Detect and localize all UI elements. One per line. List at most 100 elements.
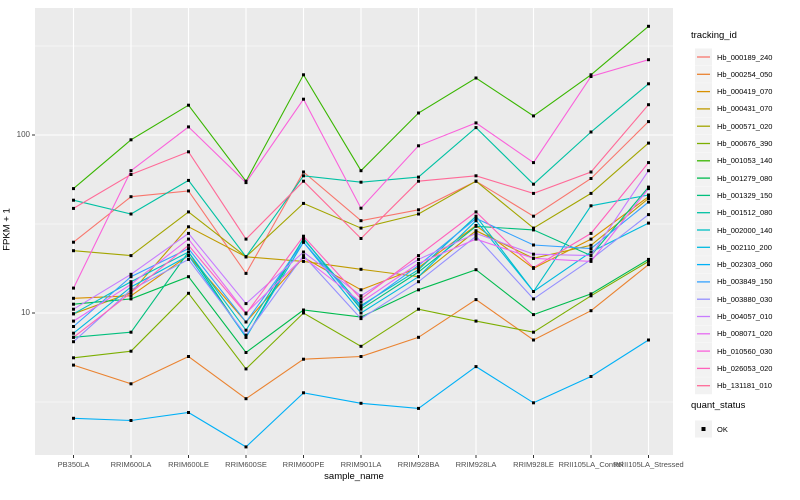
data-point	[589, 247, 593, 251]
data-point	[532, 243, 535, 247]
data-point	[72, 249, 75, 253]
data-point	[187, 125, 190, 129]
data-point	[359, 315, 363, 319]
data-point	[129, 285, 133, 289]
data-point	[532, 114, 535, 118]
data-point	[72, 363, 75, 367]
data-point	[302, 240, 305, 244]
data-point	[129, 297, 133, 301]
data-point	[244, 328, 248, 332]
data-point	[417, 261, 420, 265]
data-point	[417, 266, 420, 270]
data-point	[129, 254, 133, 258]
data-point	[72, 335, 75, 339]
data-point	[589, 231, 593, 235]
data-point	[532, 214, 535, 218]
data-point	[417, 212, 420, 216]
data-point	[302, 174, 305, 178]
data-point	[129, 349, 133, 353]
data-point	[244, 312, 248, 316]
data-point	[359, 307, 363, 311]
data-point	[532, 161, 535, 165]
data-point	[589, 243, 593, 247]
data-point	[129, 419, 133, 422]
data-point	[129, 195, 133, 199]
data-point	[129, 212, 133, 216]
data-point	[474, 216, 478, 220]
data-point	[647, 187, 650, 191]
data-point	[359, 219, 363, 223]
data-point	[589, 254, 593, 258]
data-point	[302, 259, 305, 263]
data-point	[417, 254, 420, 258]
data-point	[589, 375, 593, 378]
data-point	[244, 335, 248, 339]
data-point	[72, 325, 75, 328]
data-point	[589, 259, 593, 263]
data-point	[417, 175, 420, 179]
data-point	[302, 254, 305, 258]
data-point	[417, 270, 420, 274]
data-point	[589, 257, 593, 261]
data-point	[417, 263, 420, 267]
data-point	[474, 234, 478, 238]
data-point	[647, 259, 650, 263]
data-point	[532, 290, 535, 293]
data-point	[129, 275, 133, 279]
data-point	[417, 179, 420, 183]
data-point	[129, 282, 133, 286]
data-point	[532, 191, 535, 195]
data-point	[187, 237, 190, 241]
data-point	[474, 121, 478, 125]
data-point	[532, 228, 535, 232]
data-point	[589, 292, 593, 296]
data-point	[589, 191, 593, 195]
data-point	[417, 111, 420, 115]
data-point	[187, 178, 190, 182]
data-point	[474, 126, 478, 130]
data-point	[359, 317, 363, 321]
data-point	[647, 197, 650, 200]
data-point	[302, 237, 305, 241]
data-point	[244, 445, 248, 449]
data-point	[647, 338, 650, 342]
data-point	[187, 257, 190, 261]
data-point	[187, 250, 190, 254]
data-point	[647, 200, 650, 204]
data-point	[302, 73, 305, 77]
data-point	[647, 257, 650, 261]
data-point	[359, 267, 363, 271]
data-point	[187, 291, 190, 295]
data-point	[359, 297, 363, 301]
data-point	[417, 268, 420, 272]
data-point	[72, 340, 75, 344]
data-point	[244, 237, 248, 241]
data-point	[359, 355, 363, 358]
data-point	[129, 169, 133, 173]
data-point	[244, 302, 248, 306]
data-point	[72, 286, 75, 290]
data-point	[187, 254, 190, 258]
data-point	[244, 333, 248, 337]
data-point	[532, 256, 535, 260]
data-point	[187, 411, 190, 414]
data-point	[72, 307, 75, 311]
data-point	[589, 250, 593, 254]
data-point	[417, 406, 420, 410]
data-point	[532, 226, 535, 230]
data-point	[647, 169, 650, 173]
data-point	[72, 198, 75, 202]
data-point	[72, 240, 75, 244]
data-point	[417, 257, 420, 261]
data-point	[302, 357, 305, 361]
data-point	[647, 193, 650, 197]
data-point	[302, 308, 305, 312]
data-point	[359, 305, 363, 309]
data-point	[72, 312, 75, 316]
data-point	[474, 298, 478, 302]
data-point	[417, 335, 420, 339]
quant-key-square	[701, 427, 706, 431]
data-point	[647, 82, 650, 86]
data-point	[302, 250, 305, 254]
